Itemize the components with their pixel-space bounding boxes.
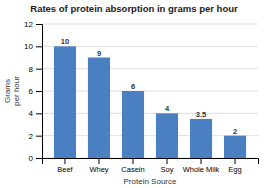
data-label: 10: [61, 37, 69, 46]
y-tick-label: 0: [29, 154, 34, 163]
x-axis: Beef Whey Casein Soy Whole Milk Egg: [43, 158, 259, 174]
y-tick-label: 10: [24, 42, 33, 51]
y-tick: 10: [24, 42, 42, 51]
y-tick: 2: [29, 132, 42, 141]
y-tick: 4: [29, 109, 42, 118]
x-tick-mark: [132, 158, 133, 164]
x-tick-mark: [235, 158, 236, 164]
y-label-line: Grams: [3, 79, 12, 103]
y-axis-line: [36, 25, 43, 159]
y-tick-mark: [36, 69, 42, 70]
x-tick-label: Beef: [57, 165, 73, 174]
bar: [156, 113, 178, 158]
x-tick-mark: [167, 158, 168, 164]
y-tick-mark: [36, 113, 42, 114]
bar: [122, 91, 144, 158]
y-tick-mark: [36, 24, 42, 25]
x-tick: Whey: [89, 158, 108, 174]
x-axis-line: [43, 159, 259, 165]
y-tick-mark: [36, 91, 42, 92]
x-label: Protein Source: [124, 177, 177, 186]
title: Rates of protein absorption in grams per…: [30, 3, 238, 14]
y-tick-mark: [36, 46, 42, 47]
data-labels: 10 9 6 4 3.5 2: [61, 37, 237, 135]
y-tick-label: 6: [29, 87, 34, 96]
x-tick: Soy: [161, 158, 174, 174]
y-tick: 12: [24, 20, 42, 29]
data-label: 2: [233, 127, 237, 136]
x-tick: Egg: [228, 158, 241, 174]
bar: [190, 119, 212, 158]
x-tick-label: Soy: [161, 165, 174, 174]
bar: [54, 46, 76, 158]
plot-area: 0 2 4 6 8 10 12 Beef Whey Casein Soy Whole Milk Egg 1…: [24, 20, 258, 174]
x-tick-mark: [64, 158, 65, 164]
x-tick-mark: [201, 158, 202, 164]
bars: [54, 46, 246, 158]
y-tick-label: 12: [24, 20, 33, 29]
x-tick-label: Whey: [89, 165, 108, 174]
x-tick: Casein: [121, 158, 144, 174]
bar: [224, 136, 246, 158]
y-tick: 6: [29, 87, 42, 96]
y-tick-mark: [36, 158, 42, 159]
y-tick: 0: [29, 154, 42, 163]
x-tick: Whole Milk: [183, 158, 220, 174]
x-tick-label: Whole Milk: [183, 165, 220, 174]
data-label: 4: [165, 104, 170, 113]
data-label: 9: [97, 49, 101, 58]
y-label: Gramsper hour: [3, 76, 21, 106]
data-label: 3.5: [196, 110, 206, 119]
x-tick-label: Egg: [228, 165, 241, 174]
data-label: 6: [131, 82, 135, 91]
x-tick: Beef: [57, 158, 73, 174]
chart: 0 2 4 6 8 10 12 Beef Whey Casein Soy Whole Milk Egg 1…: [0, 0, 268, 188]
y-label-line: per hour: [12, 76, 21, 106]
y-tick: 8: [29, 65, 42, 74]
y-tick-mark: [36, 136, 42, 137]
grid-line: [42, 24, 258, 25]
y-tick-label: 8: [29, 65, 34, 74]
x-tick-label: Casein: [121, 165, 144, 174]
x-tick-mark: [98, 158, 99, 164]
grid: [42, 24, 258, 158]
y-tick-label: 4: [29, 109, 34, 118]
y-axis: 0 2 4 6 8 10 12: [24, 20, 42, 163]
bar: [88, 58, 110, 159]
y-tick-label: 2: [29, 132, 34, 141]
